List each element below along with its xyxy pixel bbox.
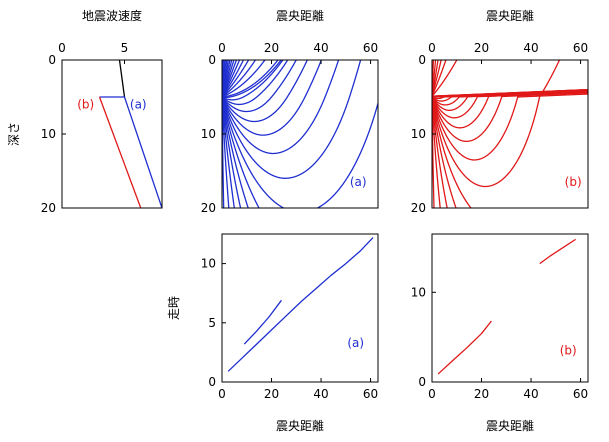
ray-path [222, 96, 378, 208]
series-line [227, 237, 374, 372]
ray-path [432, 96, 472, 208]
x-tick-label: 5 [121, 41, 129, 55]
x-tick-label: 0 [428, 41, 436, 55]
y-tick-label: 0 [208, 53, 216, 67]
plot-frame [431, 233, 589, 383]
travel-time-a-panel: 0 20 40 60 0 5 10 震央距離 走時 (a) [167, 233, 379, 433]
y-axis-title: 走時 [167, 296, 181, 320]
ray-path [222, 60, 279, 98]
ray-path [222, 60, 308, 123]
ray-path [222, 60, 289, 106]
ray-path [432, 93, 588, 161]
ray-path [222, 60, 250, 98]
x-tick-label: 20 [264, 41, 279, 55]
series-line [243, 299, 282, 345]
series-annotation: (b) [565, 175, 582, 189]
ray-path [222, 96, 242, 208]
ray-path [222, 60, 297, 113]
x-tick-label: 60 [573, 41, 588, 55]
y-tick-label: 5 [208, 316, 216, 330]
plot-frame [61, 59, 163, 209]
ray-path [222, 60, 340, 155]
y-tick-label: 10 [201, 127, 216, 141]
x-tick-label: 40 [523, 41, 538, 55]
x-tick-label: 40 [313, 41, 328, 55]
y-tick-label: 20 [411, 201, 426, 215]
ray-path [222, 60, 266, 98]
x-tick-label: 40 [313, 387, 328, 401]
x-axis-title: 地震波速度 [82, 8, 142, 23]
ray-path [432, 88, 588, 98]
x-tick-label: 0 [428, 387, 436, 401]
series-annotation: (b) [77, 97, 94, 111]
x-tick-label: 60 [363, 41, 378, 55]
ray-path [222, 60, 245, 98]
ray-path [222, 60, 284, 101]
y-tick-label: 20 [201, 201, 216, 215]
y-tick-label: 10 [411, 285, 426, 299]
x-axis-title: 震央距離 [486, 419, 534, 433]
series-annotation: (a) [130, 97, 147, 111]
series-line [118, 60, 126, 98]
y-tick-label: 0 [418, 53, 426, 67]
ray-paths-a-panel: 0 20 40 60 0 10 20 震央距離 (a) [201, 9, 379, 215]
ray-path [432, 60, 561, 188]
y-tick-label: 0 [418, 375, 426, 389]
x-tick-label: 20 [474, 41, 489, 55]
y-tick-label: 10 [41, 127, 56, 141]
x-axis-title: 震央距離 [276, 419, 324, 433]
y-tick-label: 0 [208, 375, 216, 389]
x-tick-label: 0 [218, 41, 226, 55]
y-tick-label: 0 [48, 53, 56, 67]
y-tick-label: 10 [411, 127, 426, 141]
series-line [99, 96, 162, 208]
ray-path [432, 60, 458, 98]
x-tick-label: 40 [523, 387, 538, 401]
ray-path [432, 60, 447, 98]
ray-paths-b-panel: 0 20 40 60 0 10 20 震央距離 (b) [411, 9, 589, 215]
ray-path [222, 60, 257, 98]
ray-path [432, 96, 441, 208]
series-line [539, 238, 576, 265]
series-annotation: (a) [350, 175, 367, 189]
ray-path [432, 96, 448, 208]
ray-path [222, 60, 282, 99]
ray-path [432, 96, 457, 208]
x-axis-title: 震央距離 [486, 9, 534, 23]
ray-path [222, 96, 230, 208]
ray-path [222, 60, 362, 179]
series-line [98, 96, 142, 208]
ray-path [222, 96, 249, 208]
x-tick-label: 20 [264, 387, 279, 401]
y-tick-label: 20 [41, 201, 56, 215]
x-axis-title: 震央距離 [276, 9, 324, 23]
y-tick-label: 10 [201, 257, 216, 271]
ray-path [432, 92, 588, 143]
x-tick-label: 60 [363, 387, 378, 401]
series-annotation: (b) [560, 344, 577, 358]
x-tick-label: 0 [58, 41, 66, 55]
series-annotation: (a) [347, 336, 364, 350]
x-tick-label: 0 [218, 387, 226, 401]
y-axis-title: 深さ [7, 122, 21, 146]
x-tick-label: 60 [573, 387, 588, 401]
series-line [437, 320, 492, 375]
x-tick-label: 20 [474, 387, 489, 401]
travel-time-b-panel: 0 20 40 60 0 10 震央距離 (b) [411, 233, 589, 433]
ray-path [222, 60, 322, 136]
plot-frame [221, 233, 379, 383]
ray-path [222, 96, 235, 208]
